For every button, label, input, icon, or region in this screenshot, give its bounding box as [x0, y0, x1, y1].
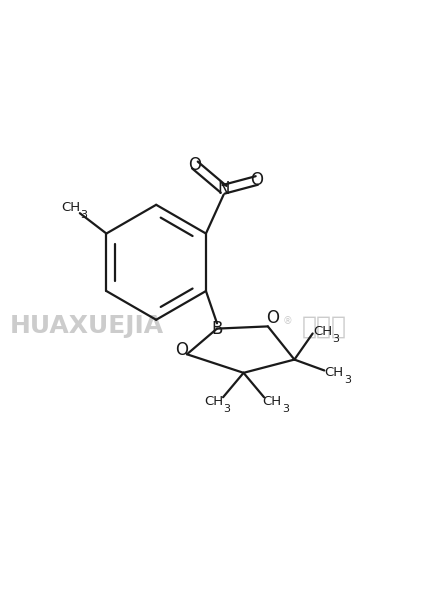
Text: HUAXUEJIA: HUAXUEJIA	[10, 314, 164, 338]
Text: 3: 3	[344, 375, 351, 385]
Text: O: O	[175, 341, 188, 359]
Text: O: O	[188, 156, 202, 174]
Text: O: O	[250, 172, 263, 189]
Text: CH: CH	[324, 366, 344, 379]
Text: ®: ®	[282, 316, 292, 326]
Text: 3: 3	[81, 210, 87, 220]
Text: N: N	[218, 180, 230, 199]
Text: 3: 3	[282, 404, 289, 414]
Text: 化学加: 化学加	[302, 314, 347, 338]
Text: 3: 3	[223, 404, 230, 414]
Text: B: B	[211, 319, 222, 338]
Text: O: O	[266, 308, 279, 327]
Text: 3: 3	[332, 334, 339, 344]
Text: CH: CH	[263, 395, 282, 408]
Text: CH: CH	[204, 395, 223, 408]
Text: CH: CH	[61, 202, 81, 215]
Text: CH: CH	[313, 325, 332, 338]
